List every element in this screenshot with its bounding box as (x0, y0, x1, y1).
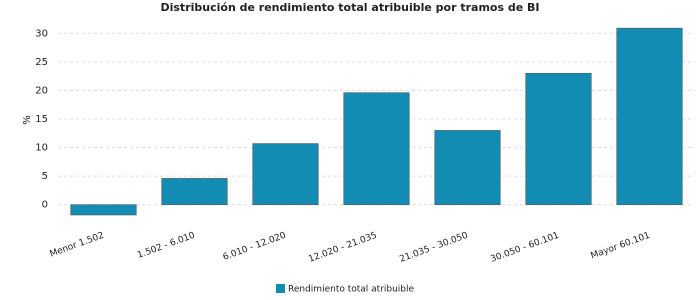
bar (161, 178, 228, 206)
x-tick-label: 6.010 - 12.020 (222, 231, 288, 263)
bar (434, 130, 501, 206)
x-tick-label: Menor 1.502 (49, 231, 106, 260)
bar (70, 204, 137, 216)
y-tick-label: 5 (42, 171, 48, 182)
legend-label: Rendimiento total atribuible (288, 285, 415, 295)
x-tick-label: 1.502 - 6.010 (136, 231, 197, 261)
y-tick-label: 15 (35, 114, 48, 125)
bar (616, 27, 683, 206)
bar (252, 143, 319, 206)
legend-swatch (276, 284, 285, 293)
y-tick-label: 10 (35, 143, 48, 154)
y-tick-label: 20 (35, 85, 48, 96)
y-tick-label: 0 (42, 200, 48, 211)
y-axis-label: % (22, 115, 33, 125)
y-tick-label: 30 (35, 28, 48, 39)
x-tick-label: 21.035 - 30.050 (398, 231, 469, 265)
x-tick-label: Mayor 60.101 (590, 231, 652, 262)
y-tick-label: 25 (35, 57, 48, 68)
bar (343, 92, 410, 206)
bar (525, 72, 592, 206)
chart-title: Distribución de rendimiento total atribu… (160, 1, 539, 14)
x-tick-label: 30.050 - 60.101 (489, 231, 560, 265)
x-tick-label: 12.020 - 21.035 (307, 231, 378, 265)
